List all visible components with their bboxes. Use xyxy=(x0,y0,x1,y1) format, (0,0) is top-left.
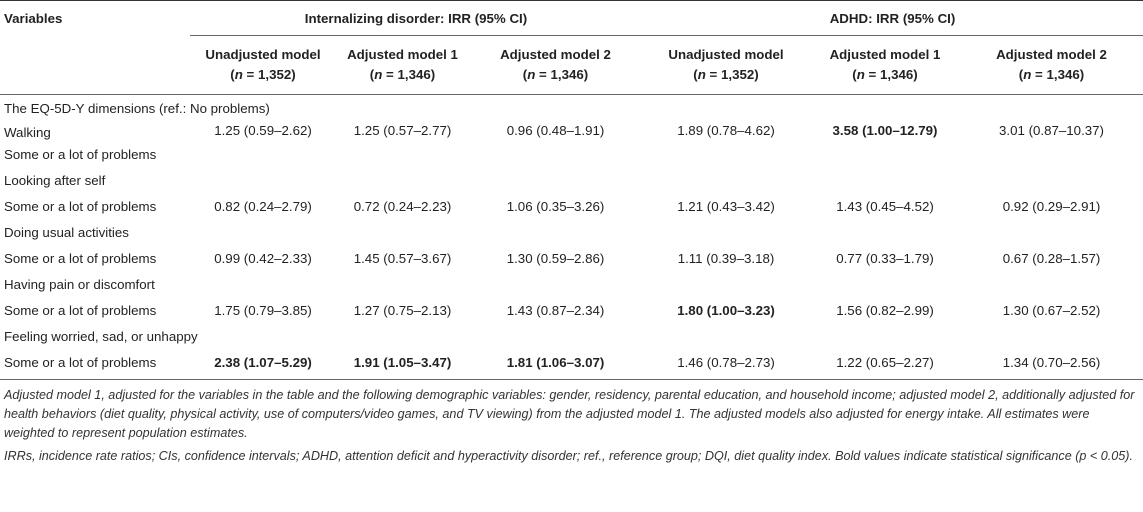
cell-value: 1.25 (0.59–2.62) xyxy=(214,123,312,138)
cell-value: 1.06 (0.35–3.26) xyxy=(506,198,605,214)
note-models: Adjusted model 1, adjusted for the varia… xyxy=(4,388,1135,440)
section-row: The EQ-5D-Y dimensions (ref.: No problem… xyxy=(0,95,1143,122)
row-title: Doing usual activities xyxy=(0,219,1143,245)
row-title: Having pain or discomfort xyxy=(0,271,1143,297)
model-header: Adjusted model 1 (n = 1,346) xyxy=(336,35,469,95)
table-row: Some or a lot of problems 0.82 (0.24–2.7… xyxy=(0,193,1143,219)
cell-value: 3.01 (0.87–10.37) xyxy=(999,123,1104,138)
cell-value-significant: 3.58 (1.00–12.79) xyxy=(832,123,938,138)
cell-value: 1.34 (0.70–2.56) xyxy=(1002,354,1101,370)
model-header: Adjusted model 1 (n = 1,346) xyxy=(810,35,960,95)
cell-value-significant: 2.38 (1.07–5.29) xyxy=(214,354,312,370)
table-row: Some or a lot of problems 2.38 (1.07–5.2… xyxy=(0,349,1143,375)
internalizing-group-header: Internalizing disorder: IRR (95% CI) xyxy=(190,1,642,36)
variables-header-spacer xyxy=(0,35,190,95)
cell-value-significant: 1.81 (1.06–3.07) xyxy=(506,354,605,370)
row-title: Looking after self xyxy=(0,167,1143,193)
row-label: Some or a lot of problems xyxy=(4,250,157,266)
cell-value: 1.75 (0.79–3.85) xyxy=(214,302,312,318)
cell-value: 1.22 (0.65–2.27) xyxy=(836,354,934,370)
cell-value-significant: 1.91 (1.05–3.47) xyxy=(353,354,452,370)
table-row: Some or a lot of problems 1.75 (0.79–3.8… xyxy=(0,297,1143,323)
section-title: The EQ-5D-Y dimensions (ref.: No problem… xyxy=(4,100,270,116)
table-row: Walking Some or a lot of problems 1.25 (0… xyxy=(0,121,1143,167)
note-abbreviations: IRRs, incidence rate ratios; CIs, confid… xyxy=(4,449,1133,463)
dimension-title: Doing usual activities xyxy=(4,224,129,240)
cell-value-significant: 1.80 (1.00–3.23) xyxy=(677,302,775,318)
cell-value: 1.30 (0.67–2.52) xyxy=(1002,302,1101,318)
row-title: Feeling worried, sad, or unhappy xyxy=(0,323,1143,349)
cell-value: 0.82 (0.24–2.79) xyxy=(214,198,312,214)
cell-value: 1.43 (0.87–2.34) xyxy=(506,302,605,318)
row-label: Some or a lot of problems xyxy=(4,302,157,318)
model-header: Adjusted model 2 (n = 1,346) xyxy=(469,35,642,95)
cell-value: 1.46 (0.78–2.73) xyxy=(677,354,775,370)
row-label: Walking Some or a lot of problems xyxy=(4,125,157,162)
header-group-row: Variables Internalizing disorder: IRR (9… xyxy=(0,1,1143,36)
row-label: Some or a lot of problems xyxy=(4,354,157,370)
cell-value: 0.99 (0.42–2.33) xyxy=(214,250,312,266)
cell-value: 1.89 (0.78–4.62) xyxy=(677,123,775,138)
cell-value: 1.43 (0.45–4.52) xyxy=(836,198,934,214)
cell-value: 1.27 (0.75–2.13) xyxy=(353,302,452,318)
variables-header: Variables xyxy=(4,10,63,26)
model-header: Adjusted model 2 (n = 1,346) xyxy=(960,35,1143,95)
results-table: Variables Internalizing disorder: IRR (9… xyxy=(0,0,1143,380)
table-figure: Variables Internalizing disorder: IRR (9… xyxy=(0,0,1143,466)
dimension-title: Feeling worried, sad, or unhappy xyxy=(4,328,198,344)
table-row: Some or a lot of problems 0.99 (0.42–2.3… xyxy=(0,245,1143,271)
cell-value: 1.45 (0.57–3.67) xyxy=(353,250,452,266)
cell-value: 0.92 (0.29–2.91) xyxy=(1002,198,1101,214)
dimension-title: Looking after self xyxy=(4,172,106,188)
header-model-row: Unadjusted model (n = 1,352) Adjusted mod… xyxy=(0,35,1143,95)
cell-value: 1.56 (0.82–2.99) xyxy=(836,302,934,318)
cell-value: 0.67 (0.28–1.57) xyxy=(1002,250,1101,266)
cell-value: 0.72 (0.24–2.23) xyxy=(353,198,452,214)
dimension-title: Having pain or discomfort xyxy=(4,276,155,292)
row-label: Some or a lot of problems xyxy=(4,198,157,214)
cell-value: 1.25 (0.57–2.77) xyxy=(353,123,452,138)
cell-value: 0.96 (0.48–1.91) xyxy=(506,123,605,138)
model-header: Unadjusted model (n = 1,352) xyxy=(642,35,810,95)
adhd-group-header: ADHD: IRR (95% CI) xyxy=(642,1,1143,36)
table-notes: Adjusted model 1, adjusted for the varia… xyxy=(0,380,1143,466)
cell-value: 0.77 (0.33–1.79) xyxy=(836,250,934,266)
cell-value: 1.11 (0.39–3.18) xyxy=(677,250,775,266)
model-header: Unadjusted model (n = 1,352) xyxy=(190,35,336,95)
cell-value: 1.30 (0.59–2.86) xyxy=(506,250,605,266)
cell-value: 1.21 (0.43–3.42) xyxy=(677,198,775,214)
